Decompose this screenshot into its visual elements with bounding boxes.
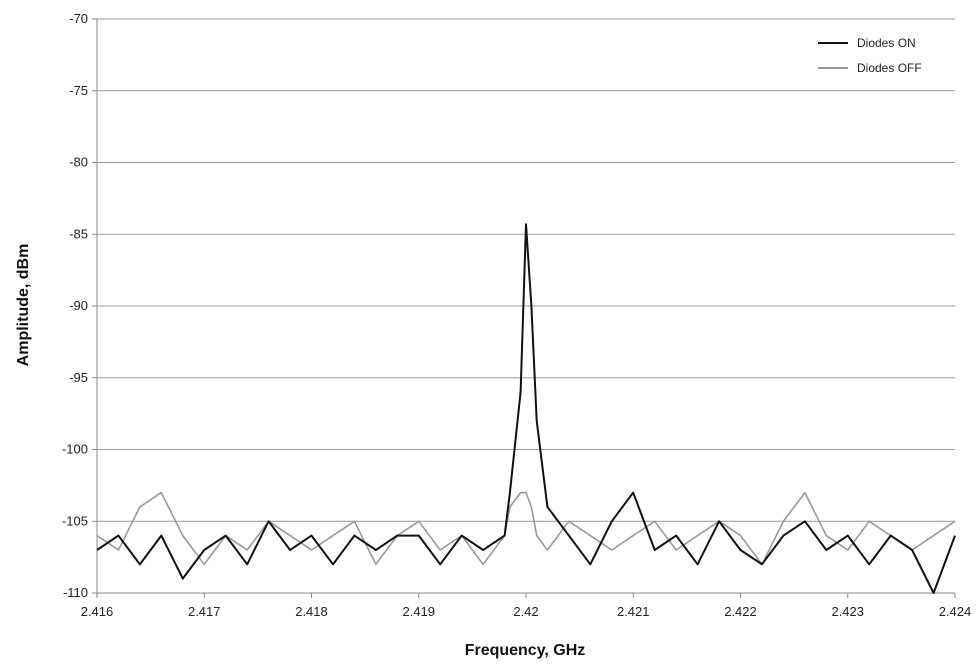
y-tick-label: -105: [62, 513, 88, 528]
y-tick-label: -95: [69, 370, 88, 385]
x-tick-label: 2.423: [831, 604, 864, 619]
y-tick-label: -90: [69, 298, 88, 313]
series-line-diodes-on: [96, 223, 956, 594]
y-tick-labels: -70 -75 -80 -85 -90 -95 -100 -105 -110: [62, 11, 88, 600]
y-axis-title: Amplitude, dBm: [15, 244, 32, 367]
series-lines: [96, 223, 956, 594]
x-tick-label: 2.417: [188, 604, 221, 619]
x-axis-title: Frequency, GHz: [465, 642, 586, 659]
y-tick-label: -110: [63, 585, 88, 600]
x-tick-label: 2.422: [724, 604, 757, 619]
y-tick-label: -80: [69, 155, 88, 170]
legend-label: Diodes OFF: [857, 61, 922, 75]
x-tick-label: 2.419: [402, 604, 435, 619]
y-tick-label: -70: [69, 11, 88, 26]
x-tick-label: 2.42: [513, 604, 538, 619]
x-tick-label: 2.424: [939, 604, 972, 619]
legend: Diodes ON Diodes OFF: [818, 36, 922, 75]
y-tick-label: -100: [62, 442, 88, 457]
x-tick-label: 2.416: [81, 604, 114, 619]
x-tick-label: 2.421: [617, 604, 650, 619]
series-line-diodes-off: [96, 491, 956, 566]
y-tick-label: -85: [69, 226, 88, 241]
y-tick-label: -75: [69, 83, 88, 98]
x-tick-labels: 2.416 2.417 2.418 2.419 2.42 2.421 2.422 2.423 2…: [81, 593, 972, 619]
x-tick-label: 2.418: [295, 604, 328, 619]
legend-label: Diodes ON: [857, 36, 916, 50]
